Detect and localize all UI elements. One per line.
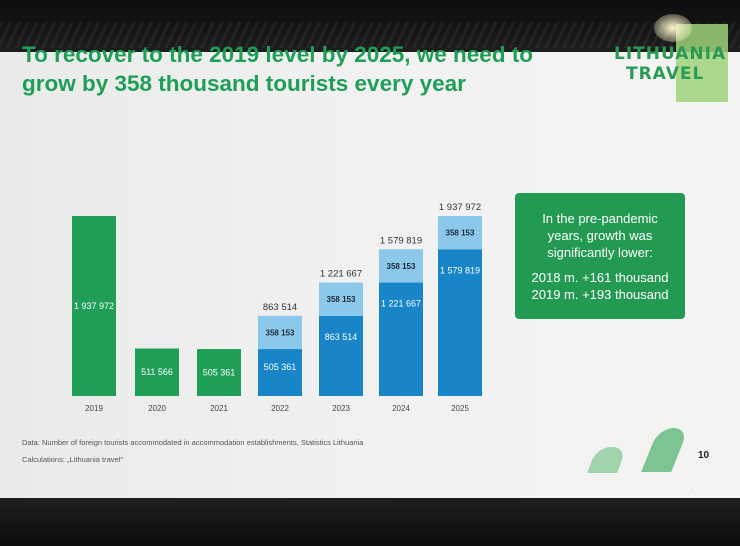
tourists-bar-chart: 1 937 972 2019 511 566 2020 505 361 2021 358 1… [72,202,482,413]
bar-base-2023 [319,315,363,396]
bar-base-2021 [197,349,241,396]
x-tick-2021: 2021 [210,404,228,413]
x-tick-2022: 2022 [271,404,289,413]
light-reflection [654,14,692,42]
bar-base-2024 [379,282,423,396]
logo-line-2: TRAVEL [626,64,705,84]
monitor-bezel-bottom [0,498,740,546]
total-label-2025: 1 937 972 [439,202,481,213]
increment-label-2025: 358 153 [446,229,475,238]
increment-label-2023: 358 153 [327,295,356,304]
source-data: Data: Number of foreign tourists accommo… [22,438,364,447]
bar-base-2020 [135,348,179,396]
slide-title: To recover to the 2019 level by 2025, we… [22,42,534,96]
total-label-2023: 1 221 667 [320,269,362,280]
value-label-2023: 863 514 [325,332,358,342]
value-label-2024: 1 221 667 [381,299,421,309]
monitor-bezel-top [0,0,740,52]
bar-base-2019 [72,216,116,396]
increment-label-2022: 358 153 [266,328,295,337]
bar-increment-2022 [258,315,302,350]
growth-callout: In the pre-pandemic years, growth was si… [515,193,685,319]
lithuania-travel-logo: LITHUANIA TRAVEL [614,44,727,84]
value-label-2025: 1 579 819 [440,265,480,275]
value-label-2020: 511 566 [141,367,173,377]
page-number: 10 [698,450,710,461]
increment-label-2024: 358 153 [387,262,416,271]
value-label-2021: 505 361 [203,368,236,378]
callout-2018: 2018 m. +161 thousand [531,270,669,285]
value-label-2019: 1 937 972 [74,301,114,311]
logo-line-1: LITHUANIA [614,44,727,64]
callout-intro: In the pre-pandemic years, growth was si… [542,211,658,260]
value-label-2022: 505 361 [264,362,297,372]
x-tick-2024: 2024 [392,404,410,413]
source-note: Data: Number of foreign tourists accommo… [22,434,363,468]
total-label-2024: 1 579 819 [380,235,422,246]
bar-base-2022 [258,349,302,396]
x-tick-2025: 2025 [451,404,469,413]
x-tick-2023: 2023 [332,404,350,413]
x-tick-2019: 2019 [85,404,103,413]
total-label-2022: 863 514 [263,302,297,313]
callout-2019: 2019 m. +193 thousand [531,287,669,302]
bar-base-2025 [438,249,482,396]
bar-increment-2025 [438,216,482,250]
bar-increment-2024 [379,249,423,283]
mouse-cursor-icon [688,486,696,494]
source-calculations: Calculations: „Lithuania travel" [22,455,124,464]
x-tick-2020: 2020 [148,404,166,413]
bar-increment-2023 [319,282,363,316]
